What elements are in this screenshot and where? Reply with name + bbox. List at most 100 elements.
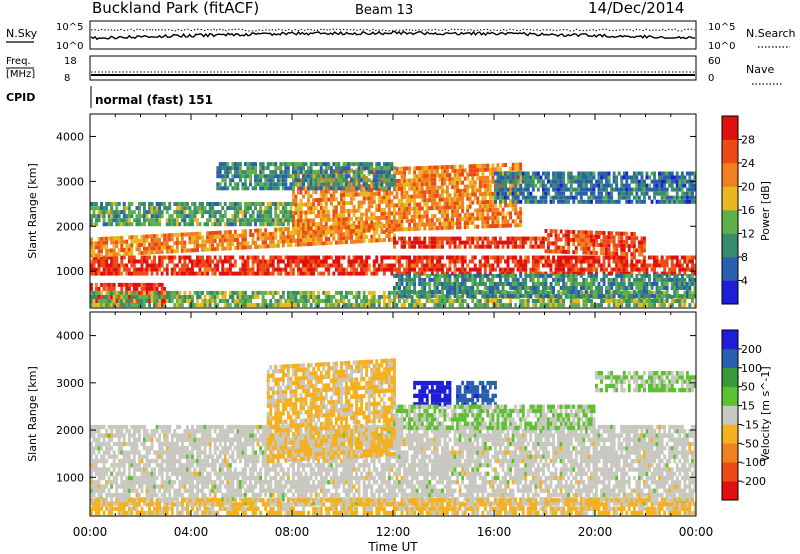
heatmap-cell	[547, 255, 550, 260]
heatmap-cell	[92, 271, 96, 276]
heatmap-cell	[307, 271, 310, 276]
heatmap-cell	[673, 175, 677, 180]
heatmap-cell	[259, 244, 263, 249]
heatmap-cell	[600, 179, 603, 184]
heatmap-cell	[418, 186, 422, 191]
heatmap-cell	[552, 171, 555, 176]
heatmap-cell	[127, 206, 131, 211]
heatmap-cell	[640, 236, 644, 241]
heatmap-cell	[135, 247, 139, 252]
heatmap-cell	[261, 303, 265, 308]
heatmap-cell	[165, 290, 169, 295]
heatmap-cell	[400, 174, 404, 179]
heatmap-cell	[223, 290, 227, 295]
heatmap-cell	[143, 303, 146, 308]
heatmap-cell	[90, 303, 93, 308]
heatmap-cell	[559, 295, 563, 299]
heatmap-cell	[441, 255, 444, 260]
heatmap-cell	[514, 183, 518, 188]
heatmap-cell	[441, 197, 444, 202]
heatmap-cell	[239, 206, 242, 211]
heatmap-cell	[380, 182, 384, 187]
heatmap-cell	[587, 242, 591, 247]
heatmap-cell	[178, 299, 182, 303]
heatmap-cell	[635, 236, 639, 241]
heatmap-cell	[312, 198, 316, 203]
heatmap-cell	[112, 282, 116, 287]
heatmap-cell	[539, 255, 543, 260]
heatmap-cell	[92, 290, 96, 295]
heatmap-cell	[201, 290, 204, 295]
heatmap-cell	[456, 189, 459, 193]
heatmap-cell	[683, 191, 687, 196]
heatmap-cell	[122, 282, 126, 287]
heatmap-cell	[107, 299, 111, 303]
heatmap-cell	[481, 184, 485, 189]
heatmap-cell	[281, 206, 285, 211]
heatmap-cell	[155, 250, 159, 255]
heatmap-cell	[340, 201, 343, 206]
heatmap-cell	[286, 239, 290, 244]
heatmap-cell	[367, 238, 371, 243]
heatmap-cell	[582, 175, 586, 180]
heatmap-cell	[584, 246, 588, 251]
heatmap-cell	[269, 202, 273, 206]
heatmap-cell	[337, 236, 341, 241]
heatmap-cell	[461, 259, 465, 264]
heatmap-cell	[433, 255, 437, 260]
heatmap-cell	[276, 222, 280, 227]
heatmap-cell	[201, 235, 204, 240]
heatmap-cell	[554, 183, 558, 188]
heatmap-cell	[408, 255, 411, 260]
heatmap-cell	[413, 267, 417, 272]
heatmap-cell	[448, 193, 452, 198]
heatmap-cell	[456, 180, 459, 185]
heatmap-cell	[660, 303, 664, 308]
heatmap-cell	[491, 167, 495, 172]
heatmap-cell	[110, 214, 114, 219]
heatmap-cell	[360, 178, 364, 183]
heatmap-cell	[612, 171, 616, 176]
heatmap-cell	[547, 179, 550, 184]
heatmap-cell	[468, 180, 472, 185]
heatmap-cell	[476, 216, 480, 221]
heatmap-cell	[542, 240, 545, 245]
heatmap-cell	[97, 249, 101, 254]
heatmap-cell	[233, 174, 237, 179]
heatmap-cell	[286, 218, 290, 223]
heatmap-cell	[635, 191, 639, 196]
heatmap-cell	[574, 259, 578, 264]
heatmap-cell	[107, 236, 111, 241]
heatmap-cell	[473, 188, 477, 193]
heatmap-cell	[579, 255, 583, 260]
heatmap-cell	[127, 295, 131, 299]
heatmap-cell	[643, 248, 646, 253]
heatmap-cell	[494, 187, 497, 192]
heatmap-cell	[100, 299, 103, 303]
heatmap-cell	[385, 295, 389, 299]
heatmap-cell	[193, 244, 197, 249]
heatmap-cell	[413, 178, 417, 183]
heatmap-cell	[314, 214, 318, 219]
heatmap-cell	[112, 263, 116, 268]
heatmap-cell	[244, 174, 247, 179]
heatmap-cell	[572, 238, 576, 242]
heatmap-cell	[446, 225, 449, 230]
heatmap-cell	[630, 263, 634, 268]
heatmap-cell	[357, 208, 361, 213]
heatmap-cell	[491, 207, 495, 212]
heatmap-cell	[350, 168, 353, 173]
heatmap-cell	[428, 218, 432, 223]
heatmap-cell	[233, 170, 237, 175]
heatmap-cell	[191, 214, 194, 219]
heatmap-cell	[228, 166, 232, 171]
heatmap-cell	[476, 212, 480, 217]
heatmap-cell	[153, 295, 156, 299]
heatmap-cell	[443, 201, 447, 206]
heatmap-cell	[650, 171, 654, 176]
heatmap-cell	[691, 271, 694, 276]
heatmap-cell	[340, 182, 343, 187]
heatmap-cell	[605, 179, 608, 184]
heatmap-cell	[423, 210, 427, 215]
heatmap-cell	[216, 182, 220, 187]
